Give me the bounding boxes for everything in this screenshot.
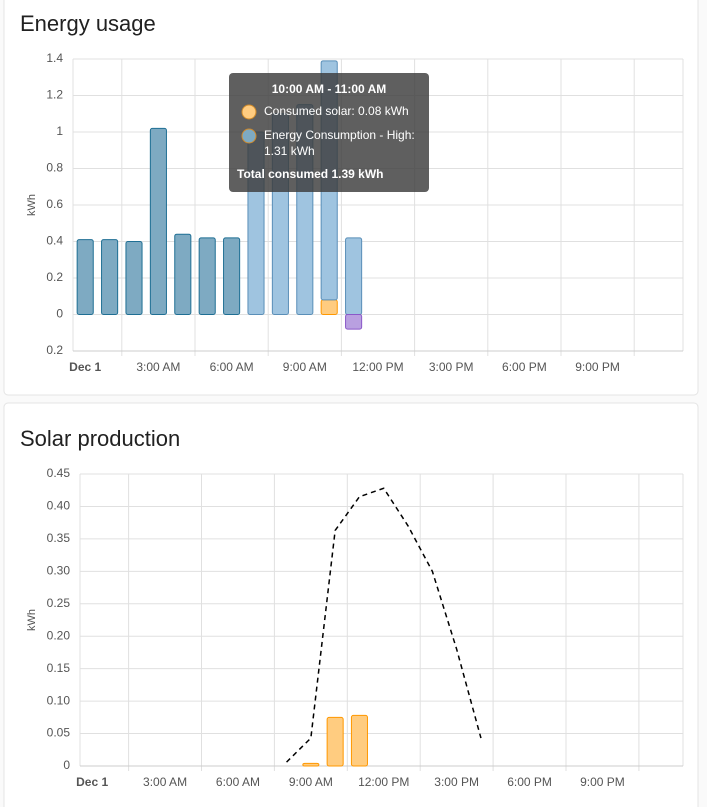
chart-title: Solar production xyxy=(20,426,180,451)
y-tick-label: 0.20 xyxy=(47,628,71,642)
bar xyxy=(326,716,344,767)
tooltip-title: 10:00 AM - 11:00 AM xyxy=(272,82,387,96)
bar xyxy=(350,714,368,767)
y-tick-label: 0.45 xyxy=(47,466,71,480)
bar xyxy=(149,127,167,315)
tooltip-swatch xyxy=(241,128,257,144)
x-tick-label: 12:00 PM xyxy=(352,360,403,374)
bar xyxy=(345,314,363,330)
tooltip-item: Consumed solar: 0.08 kWh xyxy=(264,104,409,118)
y-tick-label: 1.4 xyxy=(46,51,63,65)
x-tick-label: 3:00 PM xyxy=(434,775,479,789)
x-tick-label: 3:00 PM xyxy=(429,360,474,374)
y-tick-label: 0 xyxy=(63,758,70,772)
y-tick-label: 0.8 xyxy=(46,161,63,175)
x-tick-label: 9:00 AM xyxy=(283,360,327,374)
tooltip-swatch xyxy=(241,104,257,120)
tooltip-item: Energy Consumption - High: xyxy=(264,128,415,142)
tooltip-box xyxy=(229,73,429,192)
card xyxy=(3,402,699,807)
y-tick-label: 0.40 xyxy=(47,499,71,513)
x-tick-label: 3:00 AM xyxy=(143,775,187,789)
bar xyxy=(345,237,363,316)
tooltip-footer: Total consumed 1.39 kWh xyxy=(237,167,383,181)
y-axis-label: kWh xyxy=(26,609,38,631)
y-tick-label: 0.2 xyxy=(46,270,63,284)
y-tick-label: 1.2 xyxy=(46,88,63,102)
x-tick-label: 3:00 AM xyxy=(136,360,180,374)
bar xyxy=(101,239,119,315)
x-tick-label: 6:00 PM xyxy=(502,360,547,374)
bar xyxy=(174,233,192,315)
tooltip-item: 1.31 kWh xyxy=(264,144,315,158)
x-tick-label: 6:00 AM xyxy=(216,775,260,789)
y-tick-label: 0 xyxy=(56,307,63,321)
y-tick-label: 0.25 xyxy=(47,596,71,610)
y-tick-label: 0.05 xyxy=(47,726,71,740)
x-tick-label: 9:00 PM xyxy=(575,360,620,374)
y-tick-label: 0.2 xyxy=(46,343,63,357)
tooltip: 10:00 AM - 11:00 AM Consumed solar: 0.08 … xyxy=(229,73,429,192)
x-tick-label: 9:00 AM xyxy=(289,775,333,789)
bar xyxy=(302,762,320,767)
y-tick-label: 0.15 xyxy=(47,661,71,675)
x-tick-label: Dec 1 xyxy=(76,775,108,789)
chart-title: Energy usage xyxy=(20,11,156,36)
bar xyxy=(125,241,143,315)
forecast-line xyxy=(286,487,482,763)
y-tick-label: 0.30 xyxy=(47,564,71,578)
x-tick-label: Dec 1 xyxy=(69,360,101,374)
y-tick-label: 0.35 xyxy=(47,531,71,545)
bar xyxy=(320,299,338,315)
x-tick-label: 6:00 PM xyxy=(507,775,552,789)
x-tick-label: 12:00 PM xyxy=(358,775,409,789)
bar xyxy=(223,237,241,316)
x-tick-label: 9:00 PM xyxy=(580,775,625,789)
bar xyxy=(198,237,216,316)
y-tick-label: 0.10 xyxy=(47,693,71,707)
y-axis-label: kWh xyxy=(26,194,38,216)
x-tick-label: 6:00 AM xyxy=(210,360,254,374)
bar xyxy=(76,239,94,315)
y-tick-label: 0.4 xyxy=(46,234,63,248)
y-tick-label: 1 xyxy=(56,124,63,138)
y-tick-label: 0.6 xyxy=(46,197,63,211)
